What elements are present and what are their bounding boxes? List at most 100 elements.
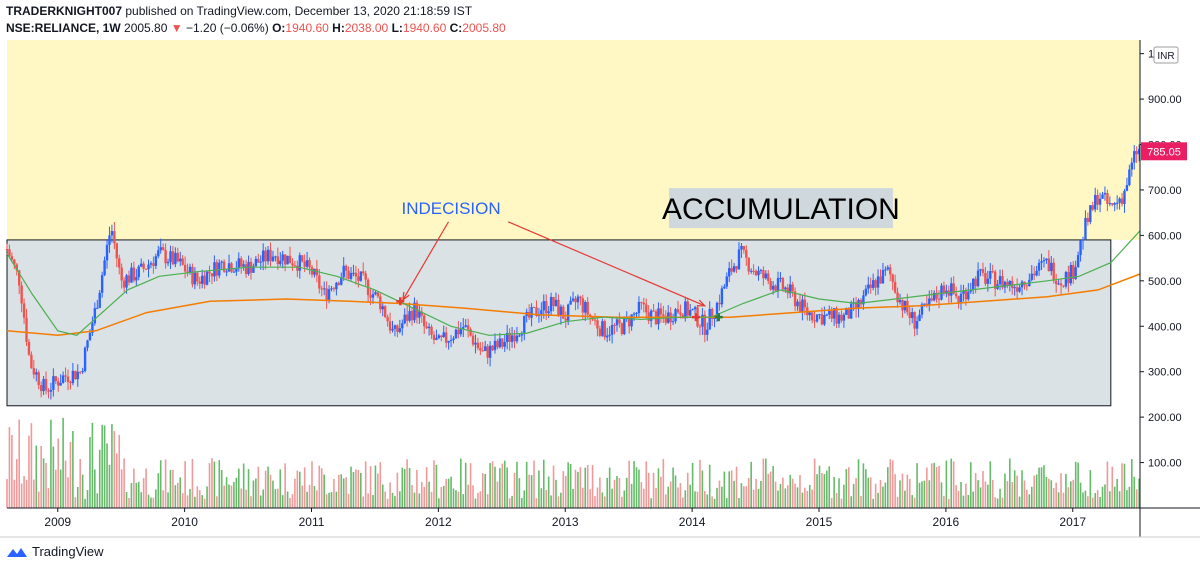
candle-body: [110, 231, 114, 236]
candle-body: [447, 341, 450, 343]
time-tick-label: 2013: [552, 515, 579, 529]
candle-body: [122, 280, 126, 288]
volume-bar: [755, 478, 757, 508]
candle-body: [1133, 151, 1136, 163]
candle-body: [742, 246, 746, 250]
volume-bar: [303, 467, 306, 508]
volume-bar: [499, 468, 501, 508]
volume-bar: [625, 477, 628, 508]
volume-bar: [123, 458, 125, 508]
volume-bar: [147, 494, 150, 508]
volume-bar: [374, 465, 377, 508]
volume-bar: [62, 417, 64, 508]
candle-body: [242, 264, 245, 267]
volume-bar: [467, 484, 469, 508]
candle-body: [52, 376, 55, 390]
candle-body: [1033, 273, 1036, 276]
candle-body: [381, 306, 384, 310]
volume-bar: [396, 472, 399, 508]
candle-body: [691, 309, 694, 311]
volume-bar: [965, 483, 967, 508]
candle-body: [137, 266, 140, 278]
volume-bar: [33, 479, 35, 508]
candle-body: [269, 249, 272, 262]
candle-body: [166, 261, 170, 264]
candle-body: [232, 271, 236, 273]
candle-body: [703, 314, 707, 335]
volume-bar: [1113, 486, 1116, 508]
candle-body: [5, 249, 9, 251]
volume-bar: [1038, 467, 1040, 508]
volume-bar: [340, 474, 343, 508]
volume-bar: [784, 488, 787, 508]
volume-bar: [586, 464, 589, 508]
candle-body: [1096, 194, 1099, 205]
volume-bar: [989, 461, 992, 508]
candle-body: [657, 308, 660, 325]
candle-body: [479, 348, 482, 351]
volume-bar: [255, 478, 257, 508]
volume-bar: [74, 497, 77, 508]
close-value: 2005.80: [462, 21, 506, 35]
volume-bar: [1060, 473, 1062, 508]
volume-bar: [811, 489, 813, 508]
currency-badge: [1153, 46, 1179, 64]
volume-bar: [91, 422, 94, 508]
candle-body: [332, 288, 336, 290]
volume-bar: [801, 492, 804, 508]
volume-bar: [1077, 462, 1079, 508]
candle-body: [1135, 151, 1138, 155]
candle-body: [349, 272, 353, 279]
candle-body: [1018, 287, 1021, 292]
candle-body: [335, 282, 338, 290]
volume-bar: [652, 472, 655, 508]
publish-line: TRADERKNIGHT007 published on TradingView…: [6, 4, 472, 18]
author-name: TRADERKNIGHT007: [6, 4, 123, 18]
volume-bar: [142, 478, 145, 508]
volume-bar: [950, 458, 953, 508]
volume-bar: [555, 479, 557, 508]
volume-bar: [1016, 475, 1018, 508]
volume-bar: [1094, 493, 1097, 508]
candle-body: [503, 342, 506, 347]
candle-body: [235, 268, 238, 272]
volume-bar: [291, 494, 294, 508]
time-tick-label: 2016: [933, 515, 960, 529]
volume-bar: [760, 480, 762, 508]
volume-bar: [1030, 486, 1033, 508]
candle-body: [523, 315, 526, 335]
candle-body: [322, 288, 326, 290]
currency-label: INR: [1157, 51, 1174, 62]
candle-body: [203, 275, 206, 285]
candle-body: [662, 314, 665, 317]
candle-body: [784, 287, 787, 290]
candle-body: [815, 314, 819, 322]
volume-bar: [72, 430, 74, 508]
candle-body: [418, 311, 421, 318]
volume-bar: [1082, 492, 1084, 508]
candle-body: [254, 258, 258, 267]
volume-bar: [211, 458, 213, 508]
volume-bar: [1123, 463, 1126, 508]
volume-bar: [194, 496, 196, 508]
candle-body: [1054, 280, 1058, 285]
volume-bar: [877, 492, 879, 508]
candle-body: [442, 332, 445, 338]
volume-bar: [301, 485, 304, 508]
volume-bar: [157, 473, 160, 508]
volume-bar: [713, 498, 716, 508]
volume-bar: [1096, 490, 1099, 508]
volume-bar: [320, 468, 323, 508]
volume-bar: [169, 469, 172, 508]
volume-bar: [159, 460, 162, 508]
candle-body: [618, 319, 621, 324]
volume-bar: [674, 475, 677, 508]
volume-bar: [701, 470, 704, 508]
volume-bar: [972, 491, 975, 508]
volume-bar: [823, 474, 826, 508]
volume-bar: [718, 480, 721, 508]
candle-body: [1123, 190, 1126, 204]
volume-bar: [765, 458, 767, 508]
volume-bar: [735, 466, 738, 508]
